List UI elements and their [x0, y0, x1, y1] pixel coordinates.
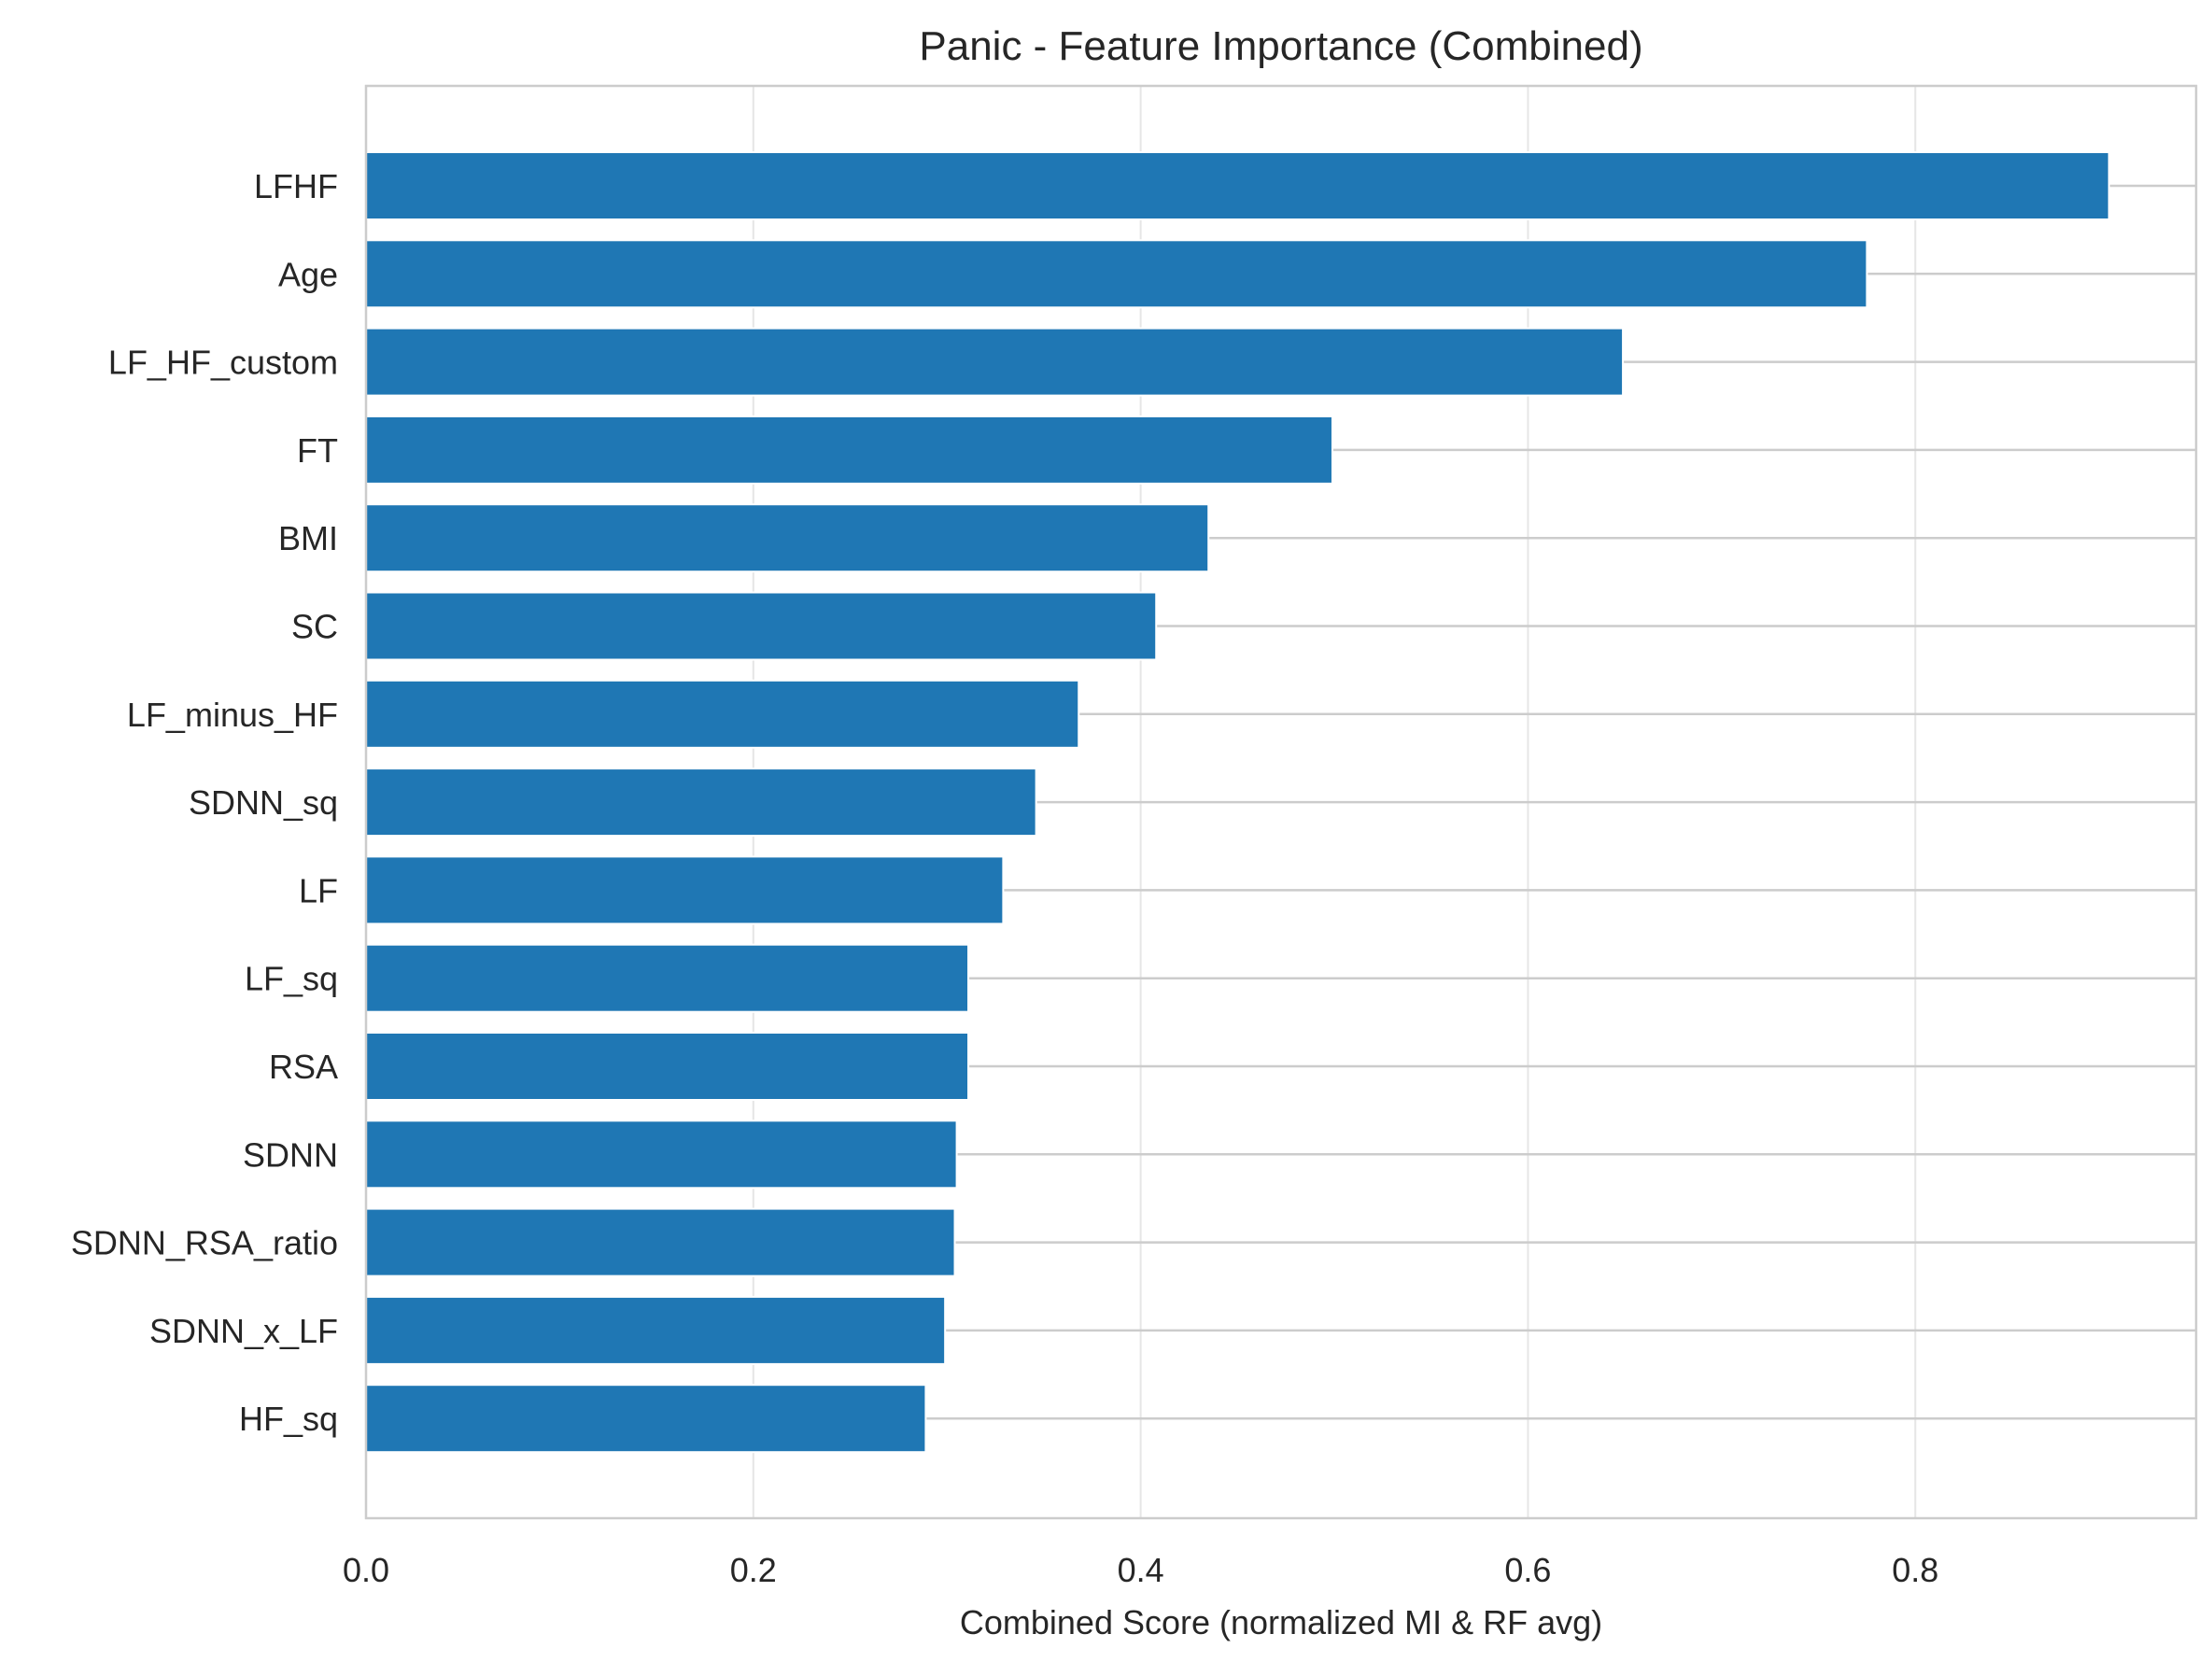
bar-lf-sq: [365, 943, 970, 1013]
bar-age: [365, 239, 1868, 309]
bar-sdnn-rsa-ratio: [365, 1207, 956, 1277]
chart-title: Panic - Feature Importance (Combined): [919, 23, 1642, 69]
y-tick-label: LF_sq: [245, 960, 338, 998]
bar-ft: [365, 415, 1333, 485]
bar-rsa: [365, 1032, 970, 1101]
bar-lf-minus-hf: [365, 679, 1080, 749]
y-tick-label: Age: [278, 255, 338, 293]
bar-sdnn: [365, 1120, 958, 1190]
bar-sdnn-sq: [365, 768, 1037, 838]
bar-lf: [365, 855, 1005, 925]
y-tick-label: HF_sq: [239, 1400, 338, 1438]
y-tick-labels: LFHF Age LF_HF_custom FT BMI SC LF_minus_HF SDN…: [71, 167, 338, 1438]
x-axis-title: Combined Score (normalized MI & RF avg): [960, 1603, 1602, 1641]
y-tick-label: LF_HF_custom: [108, 344, 338, 382]
y-tick-label: LF: [299, 871, 338, 909]
y-tick-label: SDNN: [243, 1135, 338, 1174]
bar-sc: [365, 591, 1158, 661]
bar-sdnn-x-lf: [365, 1295, 947, 1365]
bar-lfhf: [365, 151, 2110, 220]
bar-lf-hf-custom: [365, 327, 1625, 397]
bars: [365, 151, 2110, 1454]
x-tick-label: 0.6: [1504, 1551, 1551, 1589]
y-tick-label: SDNN_x_LF: [149, 1312, 338, 1350]
x-tick-labels: 0.0 0.2 0.4 0.6 0.8: [343, 1551, 1938, 1589]
y-tick-label: BMI: [278, 519, 338, 557]
bar-hf-sq: [365, 1384, 927, 1454]
y-tick-label: SDNN_sq: [189, 783, 338, 822]
x-tick-label: 0.4: [1118, 1551, 1164, 1589]
y-tick-label: RSA: [269, 1048, 338, 1086]
y-tick-label: LF_minus_HF: [127, 696, 338, 734]
plot-frame: [364, 84, 2198, 1520]
y-tick-label: SC: [291, 608, 338, 646]
x-tick-label: 0.8: [1892, 1551, 1938, 1589]
y-tick-label: LFHF: [254, 167, 338, 205]
x-tick-label: 0.0: [343, 1551, 389, 1589]
y-tick-label: FT: [297, 431, 338, 470]
y-tick-label: SDNN_RSA_ratio: [71, 1224, 338, 1262]
x-tick-label: 0.2: [730, 1551, 777, 1589]
bar-bmi: [365, 503, 1210, 573]
